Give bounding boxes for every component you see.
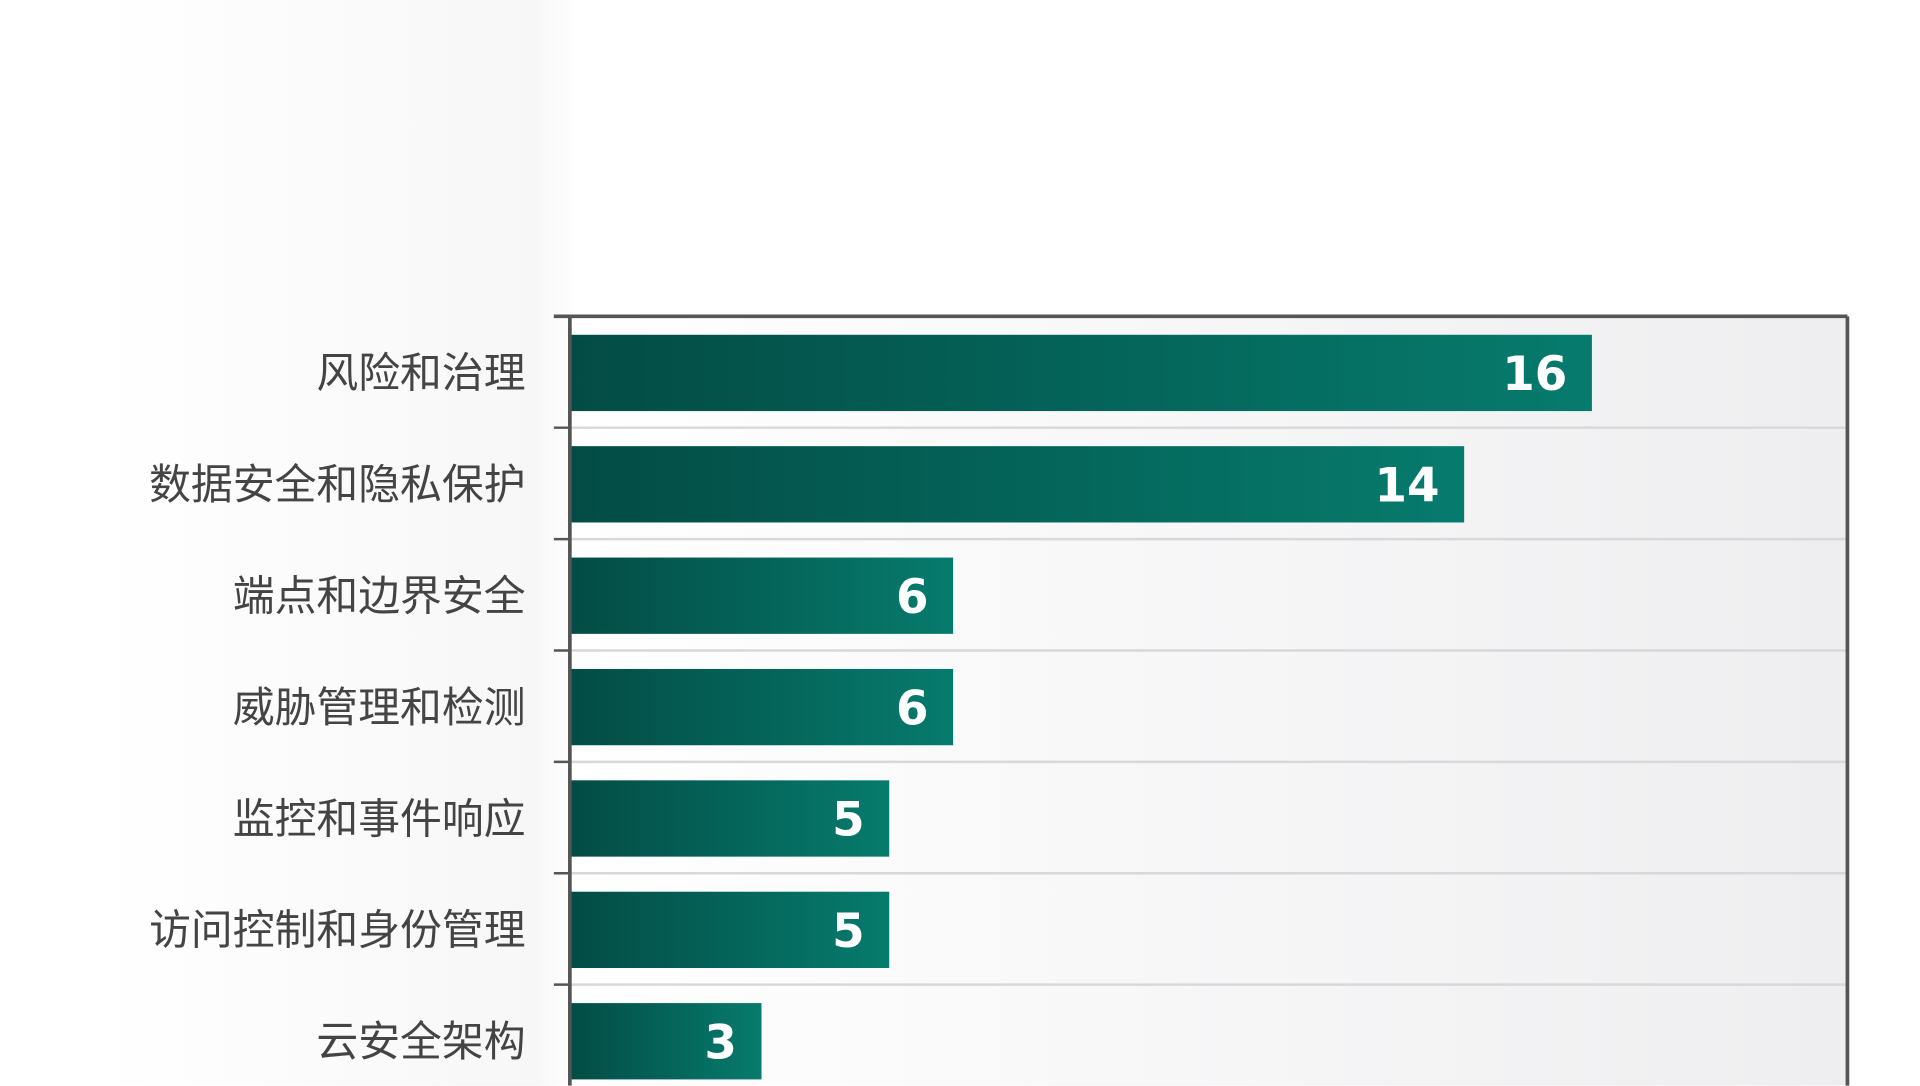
category-label: 数据安全和隐私保护 (149, 460, 525, 509)
category-label: 监控和事件响应 (233, 794, 526, 843)
bar (569, 891, 890, 969)
bar (569, 1003, 762, 1080)
bar (569, 557, 954, 634)
value-label: 5 (832, 794, 865, 848)
value-label: 6 (896, 571, 929, 625)
category-label: 威胁管理和检测 (233, 683, 526, 732)
category-label: 端点和边界安全 (233, 571, 526, 620)
bar (569, 668, 954, 746)
value-label: 16 (1502, 348, 1567, 402)
bar (569, 446, 1465, 523)
category-label: 风险和治理 (316, 349, 525, 398)
value-label: 3 (704, 1016, 737, 1070)
category-label: 访问控制和身份管理 (149, 906, 525, 955)
bar (569, 780, 890, 857)
bar (569, 334, 1592, 412)
category-label: 云安全架构 (316, 1017, 525, 1066)
value-label: 5 (832, 905, 865, 959)
value-label: 6 (896, 682, 929, 736)
value-label: 14 (1374, 460, 1439, 514)
